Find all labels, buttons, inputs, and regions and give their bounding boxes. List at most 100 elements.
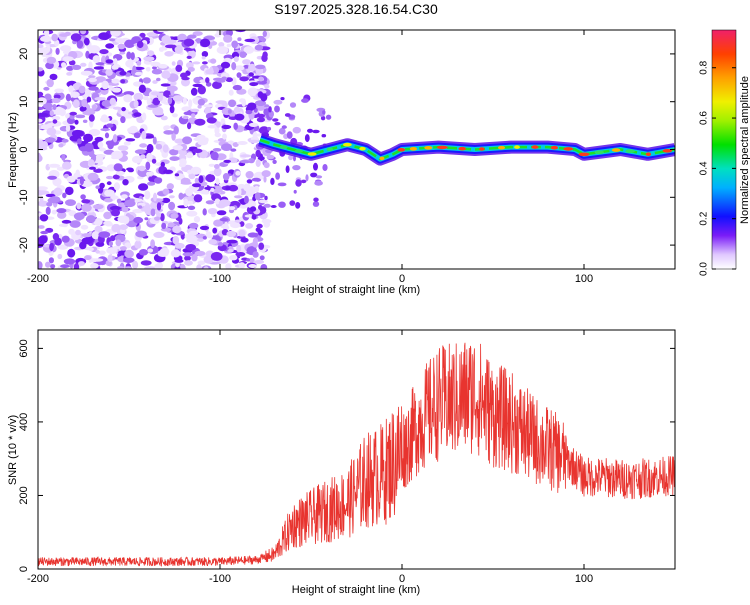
noise-blob bbox=[252, 239, 258, 248]
snr-marks bbox=[38, 342, 675, 567]
noise-blob bbox=[50, 264, 56, 269]
noise-blob bbox=[133, 112, 142, 117]
noise-blob bbox=[170, 213, 179, 219]
noise-blob bbox=[150, 61, 161, 67]
noise-blob bbox=[101, 100, 113, 107]
noise-blob bbox=[99, 49, 109, 55]
noise-blob bbox=[246, 200, 257, 208]
noise-blob bbox=[116, 198, 122, 204]
signal-hotspot bbox=[379, 156, 385, 161]
noise-blob bbox=[38, 200, 49, 207]
noise-blob bbox=[65, 124, 71, 132]
noise-blob bbox=[97, 141, 104, 148]
noise-blob bbox=[107, 141, 114, 150]
colorbar-tick-label: 0.8 bbox=[699, 60, 710, 74]
noise-blob bbox=[138, 84, 146, 94]
noise-blob bbox=[153, 192, 157, 202]
noise-blob bbox=[200, 38, 211, 48]
noise-blob bbox=[134, 149, 147, 155]
noise-blob bbox=[76, 138, 82, 145]
noise-blob bbox=[78, 85, 86, 94]
noise-blob bbox=[95, 185, 100, 189]
noise-blob bbox=[137, 205, 143, 209]
noise-blob bbox=[132, 65, 137, 74]
noise-blob bbox=[106, 181, 112, 186]
noise-blob bbox=[38, 91, 44, 97]
noise-blob bbox=[244, 38, 256, 43]
noise-blob bbox=[210, 151, 219, 161]
noise-blob bbox=[84, 255, 92, 261]
noise-blob bbox=[219, 217, 229, 222]
noise-blob bbox=[44, 93, 52, 101]
noise-blob bbox=[228, 220, 237, 225]
noise-blob bbox=[56, 208, 67, 214]
noise-blob bbox=[51, 209, 57, 215]
noise-blob bbox=[225, 77, 233, 83]
noise-blob bbox=[123, 141, 131, 146]
noise-blob bbox=[65, 93, 71, 102]
noise-blob bbox=[81, 199, 91, 204]
noise-blob bbox=[54, 237, 62, 246]
noise-blob bbox=[94, 136, 104, 142]
noise-blob bbox=[65, 199, 76, 207]
transition-blob bbox=[273, 99, 283, 105]
noise-blob bbox=[187, 34, 197, 39]
noise-blob bbox=[119, 224, 128, 231]
noise-blob bbox=[106, 247, 118, 255]
noise-blob bbox=[141, 130, 147, 140]
noise-blob bbox=[49, 110, 54, 117]
noise-blob bbox=[86, 96, 92, 103]
noise-blob bbox=[155, 143, 163, 150]
noise-blob bbox=[161, 197, 171, 204]
noise-blob bbox=[111, 156, 118, 160]
noise-blob bbox=[166, 183, 174, 190]
noise-blob bbox=[88, 75, 96, 79]
transition-blob bbox=[289, 200, 296, 206]
transition-blob bbox=[277, 182, 287, 187]
noise-blob bbox=[98, 147, 107, 152]
noise-blob bbox=[222, 133, 227, 140]
noise-blob bbox=[70, 33, 82, 42]
noise-blob bbox=[154, 216, 161, 221]
noise-blob bbox=[91, 231, 100, 240]
noise-blob bbox=[44, 30, 50, 37]
transition-blob bbox=[267, 126, 272, 131]
noise-blob bbox=[93, 204, 104, 210]
noise-blob bbox=[225, 263, 232, 269]
noise-blob bbox=[259, 255, 265, 261]
noise-blob bbox=[139, 32, 146, 38]
signal-hotspot bbox=[514, 145, 520, 149]
noise-blob bbox=[99, 182, 105, 189]
noise-blob bbox=[129, 198, 135, 202]
noise-blob bbox=[186, 61, 194, 69]
noise-blob bbox=[169, 195, 175, 199]
x-tick-label: -100 bbox=[209, 273, 231, 285]
noise-blob bbox=[226, 230, 237, 238]
noise-blob bbox=[142, 96, 149, 101]
figure-title: S197.2025.328.16.54.C30 bbox=[274, 1, 438, 17]
noise-blob bbox=[160, 115, 168, 121]
transition-blob bbox=[300, 179, 307, 184]
noise-blob bbox=[205, 200, 215, 205]
noise-blob bbox=[127, 127, 139, 134]
noise-blob bbox=[72, 99, 80, 109]
colorbar-tick-label: 0.4 bbox=[699, 161, 710, 175]
noise-blob bbox=[218, 42, 225, 48]
noise-blob bbox=[210, 251, 223, 261]
noise-blob bbox=[45, 206, 51, 215]
noise-blob bbox=[61, 62, 67, 68]
noise-blob bbox=[187, 205, 196, 210]
noise-blob bbox=[80, 62, 87, 67]
noise-blob bbox=[93, 218, 103, 226]
noise-blob bbox=[197, 139, 209, 146]
noise-blob bbox=[172, 95, 184, 102]
x-tick-label: 100 bbox=[575, 273, 593, 285]
noise-blob bbox=[232, 84, 243, 91]
noise-blob bbox=[263, 221, 271, 228]
noise-blob bbox=[117, 266, 124, 269]
noise-blob bbox=[245, 223, 254, 229]
noise-blob bbox=[66, 175, 76, 183]
noise-blob bbox=[135, 230, 147, 238]
noise-blob bbox=[216, 46, 229, 55]
